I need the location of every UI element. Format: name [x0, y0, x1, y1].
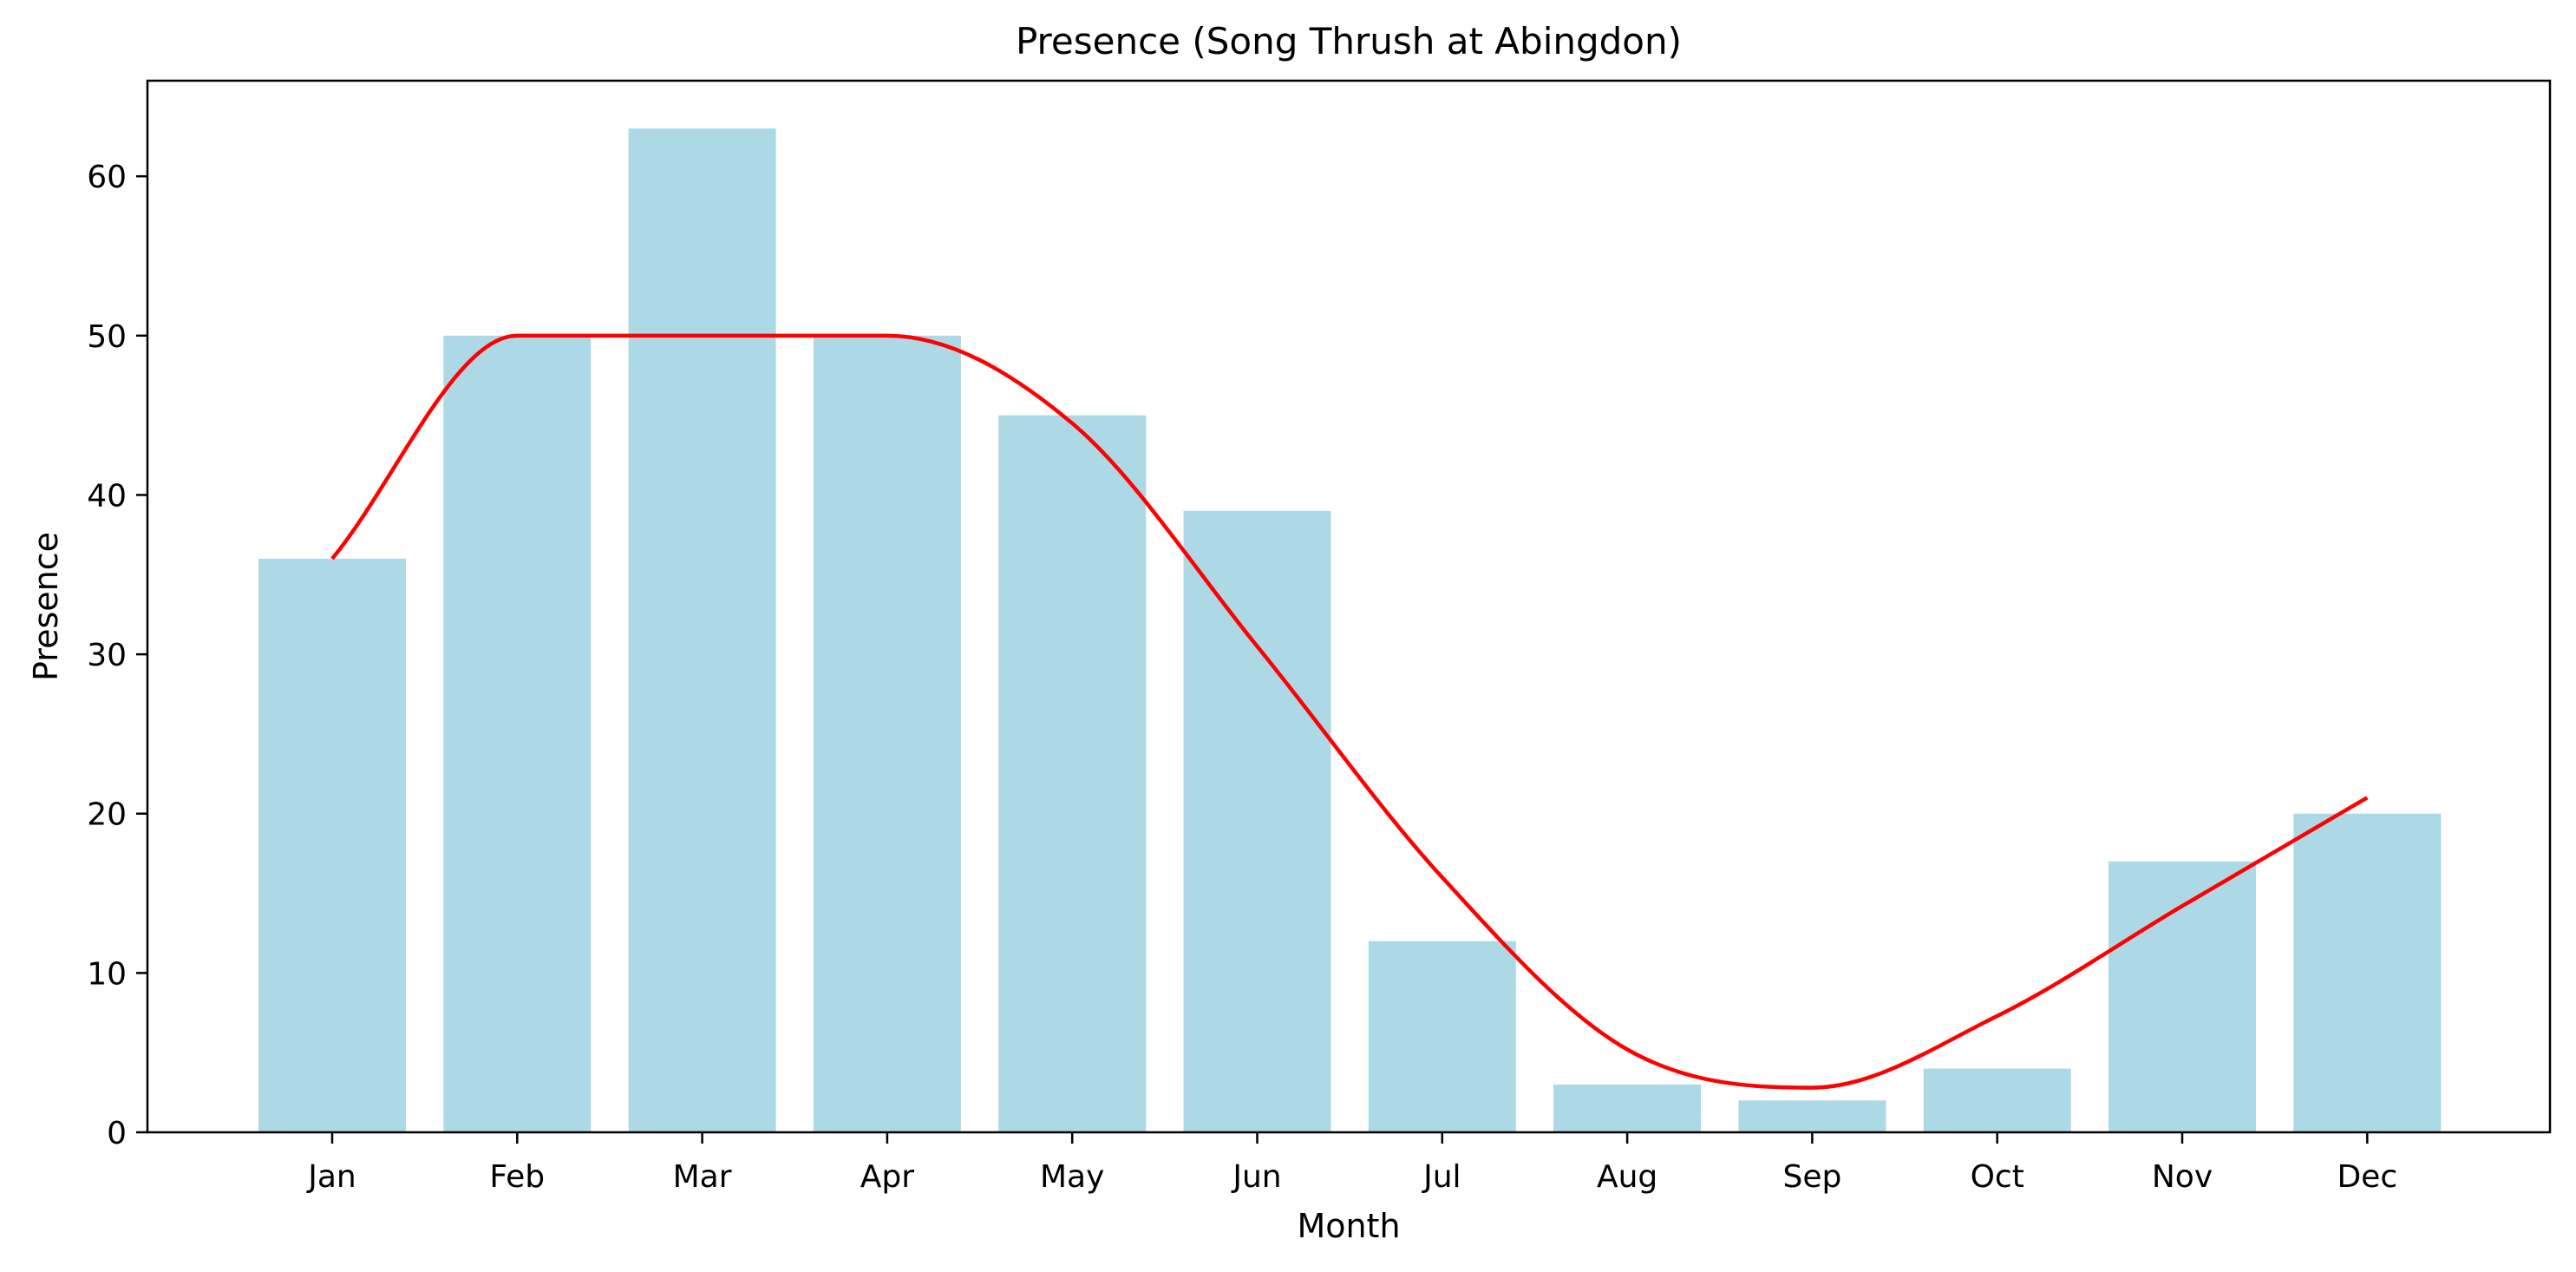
x-tick-label: Sep — [1782, 1159, 1841, 1195]
x-tick-label: Aug — [1597, 1159, 1657, 1195]
bar-feb — [443, 335, 592, 1132]
y-axis: 0 10 20 30 40 50 60 — [87, 160, 147, 1151]
x-tick-label: Dec — [2337, 1159, 2397, 1195]
x-tick-label: Jul — [1422, 1159, 1461, 1195]
bar-jun — [1183, 510, 1331, 1132]
x-tick-label: Nov — [2152, 1159, 2213, 1195]
y-axis-label: Presence — [27, 532, 65, 681]
bar-apr — [813, 335, 961, 1132]
bar-jan — [258, 558, 406, 1132]
bar-nov — [2109, 861, 2256, 1132]
x-axis: Jan Feb Mar Apr May Jun Jul Aug Sep Oct Nov Dec — [306, 1132, 2397, 1195]
y-tick-label: 20 — [87, 797, 127, 833]
plot-frame — [146, 79, 2552, 1134]
x-tick-label: Mar — [673, 1159, 732, 1195]
bar-jul — [1368, 941, 1516, 1132]
y-tick-label: 40 — [87, 478, 127, 514]
bar-aug — [1553, 1084, 1702, 1132]
trend-line — [330, 333, 2369, 1090]
x-tick-label: Feb — [489, 1159, 545, 1195]
y-tick-label: 50 — [87, 319, 127, 355]
bar-oct — [1923, 1068, 2071, 1132]
x-tick-label: Oct — [1971, 1159, 2024, 1195]
bar-mar — [628, 128, 776, 1132]
y-tick-label: 60 — [87, 160, 127, 195]
x-axis-label: Month — [1297, 1207, 1400, 1245]
y-tick-label: 10 — [87, 956, 127, 992]
y-tick-label: 30 — [87, 638, 127, 673]
bar-sep — [1738, 1100, 1886, 1132]
x-tick-label: May — [1040, 1159, 1104, 1195]
x-tick-label: Jan — [306, 1159, 356, 1195]
bar-dec — [2293, 813, 2442, 1132]
chart-title: Presence (Song Thrush at Abingdon) — [1016, 20, 1682, 62]
x-tick-label: Apr — [860, 1159, 914, 1195]
y-tick-label: 0 — [107, 1116, 127, 1151]
x-tick-label: Jun — [1231, 1159, 1281, 1195]
bar-may — [998, 415, 1147, 1132]
bar-series — [258, 128, 2442, 1132]
